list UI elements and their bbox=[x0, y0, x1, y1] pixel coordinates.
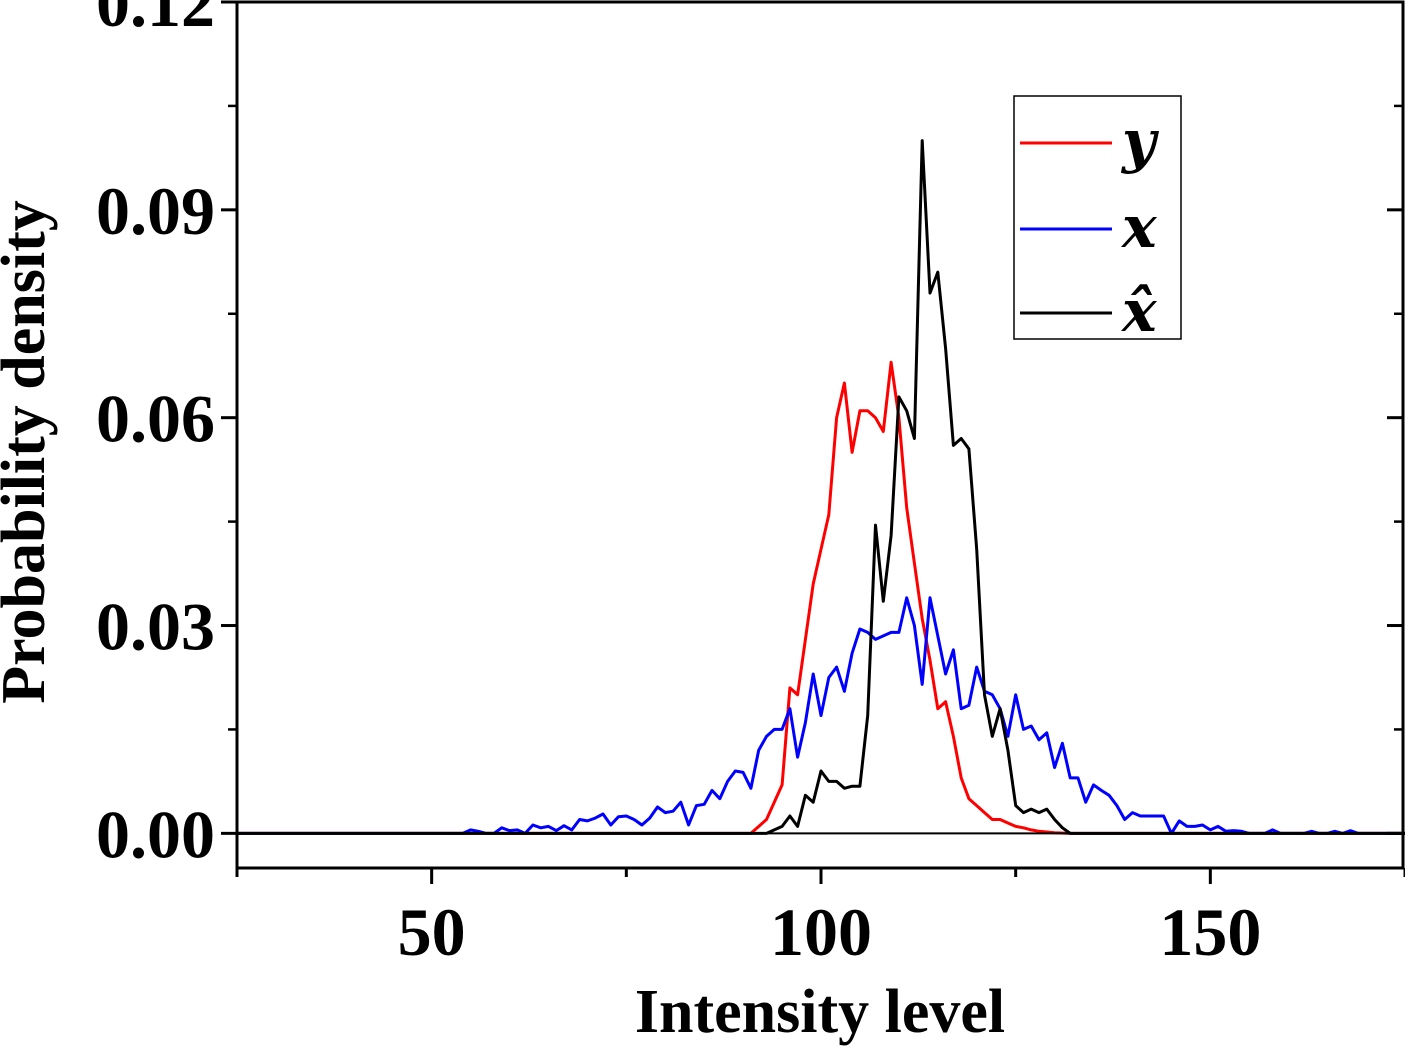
x-axis-ticks bbox=[235, 868, 1405, 884]
y-axis-title: Probability density bbox=[0, 200, 58, 704]
legend: yx x̂ bbox=[1013, 95, 1182, 345]
y-axis-ticks bbox=[221, 0, 1403, 835]
series-line-000000 bbox=[237, 139, 1405, 835]
y-tick-label: 0.00 bbox=[96, 796, 215, 872]
axes: 0.00 0.03 0.06 0.09 0.12 50 100 150 bbox=[96, 0, 1405, 970]
plot-frame bbox=[235, 0, 1405, 870]
legend-box bbox=[1013, 95, 1182, 340]
legend-items: yx x̂ bbox=[1020, 107, 1160, 345]
x-axis-tick-labels: 50 100 150 bbox=[398, 894, 1262, 970]
x-tick-label: 50 bbox=[398, 894, 466, 970]
x-tick-label: 100 bbox=[770, 894, 872, 970]
legend-label: x̂ bbox=[1120, 277, 1158, 345]
legend-label: x bbox=[1120, 193, 1158, 261]
y-tick-label: 0.06 bbox=[96, 381, 215, 457]
series-line-0000ff bbox=[237, 596, 1405, 835]
x-axis-title: Intensity level bbox=[635, 978, 1005, 1046]
y-tick-label: 0.12 bbox=[96, 0, 215, 41]
y-tick-label: 0.09 bbox=[96, 173, 215, 249]
x-tick-label: 150 bbox=[1159, 894, 1261, 970]
legend-label: y bbox=[1120, 107, 1160, 175]
series-line-ff0000 bbox=[237, 360, 1405, 835]
y-axis-tick-labels: 0.00 0.03 0.06 0.09 0.12 bbox=[96, 0, 215, 872]
y-tick-label: 0.03 bbox=[96, 589, 215, 665]
plot-lines bbox=[237, 139, 1405, 835]
